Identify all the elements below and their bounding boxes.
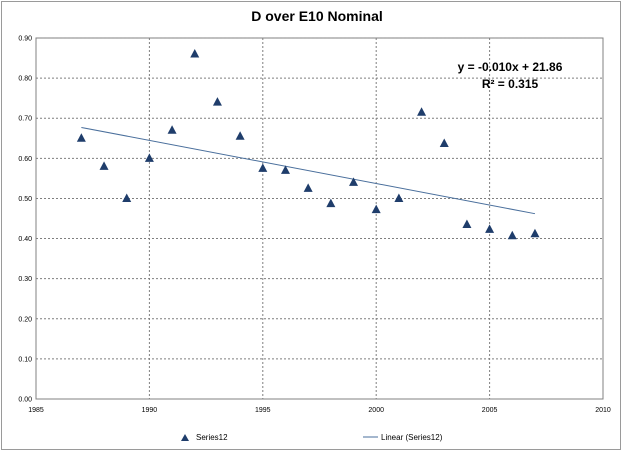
- y-tick-label: 0.40: [18, 236, 32, 243]
- legend-trendline-label: Linear (Series12): [381, 433, 443, 442]
- trendline-group: [81, 126, 536, 215]
- data-point: [122, 193, 132, 202]
- data-point: [485, 224, 495, 233]
- data-point: [235, 131, 245, 140]
- y-tick-label: 0.10: [18, 356, 32, 363]
- x-tick-labels: 1985 1990 1995 2000 2005 2010: [28, 407, 611, 414]
- x-tick-label: 2005: [482, 407, 498, 414]
- y-tick-label: 0.00: [18, 397, 32, 404]
- data-point: [144, 153, 154, 162]
- legend-series-label: Series12: [196, 433, 228, 442]
- data-point: [417, 107, 427, 116]
- series-points: [76, 49, 540, 240]
- data-point: [326, 198, 336, 208]
- trendline: [81, 126, 536, 215]
- legend: Series12 Linear (Series12): [181, 433, 443, 442]
- data-point: [76, 133, 86, 142]
- data-point: [394, 193, 404, 202]
- x-tick-label: 1995: [255, 407, 271, 414]
- trendline-r-squared: R² = 0.315: [482, 77, 539, 91]
- y-tick-label: 0.60: [18, 156, 32, 163]
- data-point: [167, 125, 177, 134]
- y-tick-labels: 0.00 0.10 0.20 0.30 0.40 0.50 0.60 0.70 0.80 0.90: [18, 36, 32, 404]
- data-point: [190, 49, 200, 58]
- y-tick-label: 0.20: [18, 316, 32, 323]
- y-tick-label: 0.70: [18, 116, 32, 123]
- data-point: [99, 161, 109, 170]
- trendline-equation: y = -0.010x + 21.86: [458, 60, 563, 74]
- data-point: [507, 230, 517, 240]
- data-point: [439, 138, 449, 147]
- legend-series-marker: [181, 434, 189, 441]
- data-point: [462, 219, 472, 229]
- chart-title: D over E10 Nominal: [251, 8, 383, 24]
- data-point: [280, 165, 290, 174]
- data-point: [212, 97, 222, 106]
- data-point: [303, 183, 313, 192]
- data-point: [258, 163, 268, 172]
- y-tick-label: 0.50: [18, 196, 32, 203]
- data-point: [530, 228, 540, 238]
- y-tick-label: 0.80: [18, 76, 32, 83]
- x-tick-label: 1990: [142, 407, 158, 414]
- plot-area: [35, 37, 604, 400]
- data-point: [371, 204, 381, 214]
- y-tick-label: 0.30: [18, 276, 32, 283]
- x-tick-label: 2010: [595, 407, 611, 414]
- x-tick-label: 1985: [28, 407, 44, 414]
- y-tick-label: 0.90: [18, 36, 32, 43]
- data-point: [349, 177, 359, 186]
- x-tick-label: 2000: [368, 407, 384, 414]
